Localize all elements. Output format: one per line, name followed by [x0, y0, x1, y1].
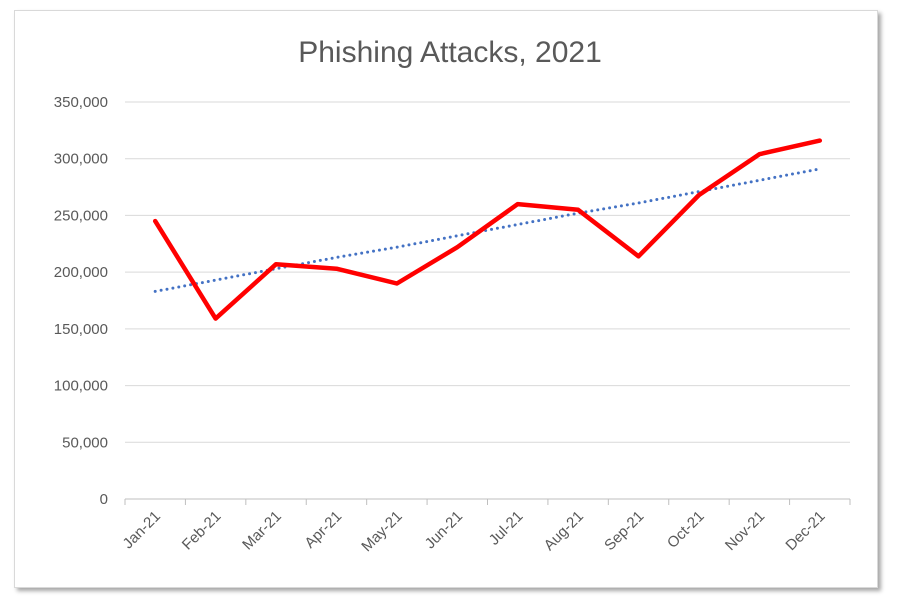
- gridlines: [125, 101, 850, 443]
- series-lines: [152, 138, 823, 321]
- x-tick-label: Mar-21: [239, 508, 285, 554]
- y-tick-labels: 0 50,000 100,000 150,000 200,000 250,000 300,0…: [54, 94, 108, 508]
- x-tick-label: Jan-21: [120, 508, 164, 552]
- x-tick-label: Dec-21: [782, 508, 828, 554]
- y-tick-label: 150,000: [54, 321, 108, 338]
- y-tick-label: 100,000: [54, 378, 108, 395]
- x-tick-label: Jun-21: [422, 508, 466, 552]
- phishing-attacks-series: [152, 138, 823, 321]
- x-tick-label: Jul-21: [486, 508, 527, 549]
- y-tick-label: 250,000: [54, 207, 108, 224]
- y-tick-label: 300,000: [54, 151, 108, 168]
- y-tick-label: 50,000: [62, 434, 108, 451]
- y-tick-label: 200,000: [54, 264, 108, 281]
- axes: [124, 498, 851, 505]
- y-tick-label: 0: [100, 491, 108, 508]
- trendline-series: [153, 167, 822, 293]
- x-tick-label: Apr-21: [301, 508, 345, 552]
- x-tick-label: Aug-21: [541, 508, 587, 554]
- x-tick-label: May-21: [358, 508, 405, 555]
- x-tick-label: Oct-21: [664, 508, 708, 552]
- x-tick-label: Feb-21: [179, 508, 225, 554]
- x-tick-label: Nov-21: [722, 508, 768, 554]
- y-tick-label: 350,000: [54, 94, 108, 111]
- x-tick-labels: Jan-21 Feb-21 Mar-21 Apr-21 May-21 Jun-21 Jul-…: [120, 508, 829, 555]
- chart-frame: [14, 10, 878, 588]
- chart-title: Phishing Attacks, 2021: [298, 36, 602, 69]
- x-tick-label: Sep-21: [601, 508, 647, 554]
